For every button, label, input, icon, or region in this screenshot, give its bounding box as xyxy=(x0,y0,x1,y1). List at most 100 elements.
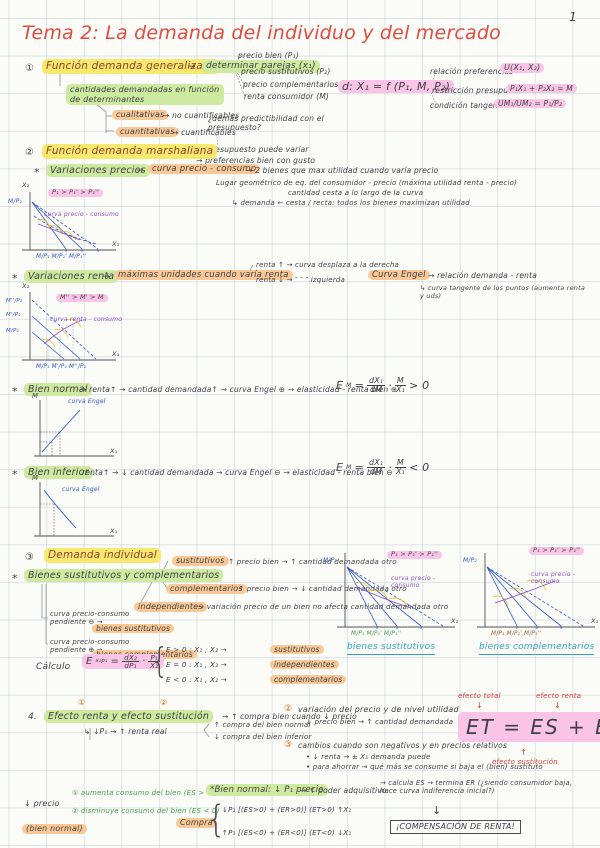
efecto-total-label: efecto total xyxy=(458,692,501,700)
f-frac: dX₁ dM xyxy=(367,376,386,394)
et-es-er-formula: ET = ES + ER xyxy=(458,712,600,742)
graph-caption: bienes sustitutivos xyxy=(347,642,436,655)
nota3-linea-1: • ↓ renta → ± X₁ demanda puede xyxy=(306,753,431,761)
section2-heading: Función demanda marshaliana xyxy=(42,144,218,159)
graph-engel-inferior: M curva Engel X₁ xyxy=(22,474,122,548)
nota3-titulo: cambios cuando son negativos y en precio… xyxy=(298,741,508,750)
compra-chip: Compra xyxy=(176,818,217,828)
f-sym: E xyxy=(336,460,344,474)
calcula-es-er-note: → calcula ES → termina ER (¿siendo consu… xyxy=(380,779,573,796)
restriccion-label: restricción presupuestaria xyxy=(432,86,536,95)
f-dot: · xyxy=(388,460,392,474)
graph-bienes-complementarios-plot xyxy=(477,553,595,629)
bullet-star: * xyxy=(12,572,18,585)
graph-bienes-sustitutivos-plot xyxy=(337,553,455,629)
x-axis-label: X₁ xyxy=(591,617,599,625)
arrow-down-icon: ↓ xyxy=(554,701,561,710)
restriccion-formula: P₁X₁ + P₂X₂ = M xyxy=(506,84,577,93)
nota3-marker: ③ xyxy=(284,740,293,750)
y-intercept-label: M/P₂ xyxy=(463,557,478,564)
cases-brace: { xyxy=(150,641,170,682)
nota2-linea: ↓ precio bien → ↑ cantidad demandada xyxy=(306,718,454,726)
f-eq: = xyxy=(354,460,364,474)
arrow-down-icon: ↓ xyxy=(432,804,442,817)
section1-heading: Función demanda generalizada xyxy=(42,59,221,74)
bien-normal-chip: Bien normal xyxy=(24,383,92,397)
x-intercepts-label: M/P₁ M/P₁' M/P₁'' xyxy=(36,254,87,260)
bien-inferior-chip: Bien inferior xyxy=(24,466,93,480)
compra-brace: { xyxy=(206,797,227,841)
efecto-sustitucion-nota-1: ① aumenta consumo del bien (ES > 0) xyxy=(72,789,215,797)
y-axis-label: X₂ xyxy=(22,282,30,290)
f-cmp: > 0 xyxy=(408,378,430,392)
curva-precio-consumo-chip: curva precio - consumo xyxy=(148,164,261,175)
variaciones-precios-note: → 2 bienes que max utilidad cuando varía… xyxy=(246,166,439,175)
curva-engel-chip: Curva Engel xyxy=(368,270,430,281)
sustitutivos-complementarios-chip: Bienes sustitutivos y complementarios xyxy=(24,569,224,583)
page-title: Tema 2: La demanda del individuo y del m… xyxy=(22,22,501,44)
cuantitativas-note: → cuantificables xyxy=(172,128,236,137)
poder-adquisitivo-note: → ↑ poder adquisitivo xyxy=(300,786,387,795)
page-number: 1 xyxy=(569,10,577,24)
y-axis-label: M xyxy=(32,392,39,400)
section3-marker: ③ xyxy=(25,552,35,563)
graph-precio-consumo-plot xyxy=(22,192,116,252)
ppc-negativa-note: curva precio-consumo pendiente ⊖ → xyxy=(50,610,130,627)
variaciones-renta-chip: Variaciones renta xyxy=(24,270,119,284)
sustitutivos-chip: sustitutivos xyxy=(172,556,229,566)
arrow-icon: → xyxy=(136,166,144,176)
f-frac: P₁ X₂ xyxy=(148,653,161,671)
variaciones-renta-note-chip: máximas unidades cuando varía renta xyxy=(114,270,293,281)
section4-marker: 4. xyxy=(28,712,37,722)
bullet-star: * xyxy=(12,468,18,481)
ppc-negativa-chip: bienes sustitutivos xyxy=(92,624,175,633)
tangencia-formula: UM₁/UM₂ = P₁/P₂ xyxy=(494,99,567,108)
section3-heading: Demanda individual xyxy=(44,548,161,563)
curve-label: curva Engel xyxy=(62,486,100,493)
curve-label: curva precio - consumo xyxy=(531,571,576,586)
f-sub: x₂p₁ xyxy=(95,658,108,665)
demanda-formula: d: X₁ = f (P₁, M, P₂) xyxy=(338,80,455,94)
arrow-icon: → xyxy=(102,272,110,282)
circled-2-marker: ② xyxy=(160,698,168,707)
complementarios-chip: complementarios xyxy=(166,584,247,594)
bien-inferior-branch: ↓ compra del bien inferior xyxy=(214,733,312,741)
caso-independientes: E = 0 : X₁ , X₂ → xyxy=(166,660,227,669)
caso-complementarios-chip: complementarios xyxy=(270,675,347,684)
graph-renta-consumo: X₂ M''/P₂ M'/P₂ M/P₂ M'' > M' > M curva … xyxy=(6,282,123,380)
calculo-label: Cálculo xyxy=(36,662,71,672)
cantidades-note: cantidades demandadas en función de dete… xyxy=(66,84,224,106)
caso-complementarios: E < 0 : X₁ , X₂ → xyxy=(166,675,227,684)
bien-normal-tag: (bien normal) xyxy=(22,824,87,834)
utilidad-formula: U(X₁, X₂) xyxy=(500,63,545,73)
section2-marker: ② xyxy=(25,147,35,158)
y-intercept-label: M''/P₂ xyxy=(6,298,23,304)
y-intercept-label: M/P₂ xyxy=(323,557,338,564)
x-intercepts-label: M/P₁ M/P₁' M/P₁'' xyxy=(491,631,542,637)
factor-item: precio bien (P₁) xyxy=(238,51,299,60)
y-intercept-label: M/P₂ xyxy=(6,328,19,334)
factor-item: precio sustitutivos (P₂) xyxy=(241,67,331,76)
curve-label: curva renta - consumo xyxy=(50,316,123,323)
f-cmp: < 0 xyxy=(408,460,430,474)
efecto-renta-label: efecto renta xyxy=(536,692,582,700)
x-intercepts-label: M/P₁ M'/P₁ M''/P₁ xyxy=(36,364,87,370)
tangencia-label: condición tangencia xyxy=(430,101,510,110)
factor-item: renta consumidor (M) xyxy=(244,92,330,101)
independientes-chip: independientes xyxy=(134,602,207,612)
presupuesto-note-2: → presupuesto puede variar xyxy=(198,145,309,154)
cualitativas-note: → no cuantificables xyxy=(163,111,240,120)
f-dot: · xyxy=(142,655,146,667)
demanda-cesta-note: ↳ demanda ← cesta / recta: todos los bie… xyxy=(232,199,470,207)
f-sym: E xyxy=(86,655,93,667)
compensacion-renta-box: ¡COMPENSACIÓN DE RENTA! xyxy=(390,820,521,834)
f-frac: M X₁ xyxy=(394,376,406,394)
prices-order-label: P₁ > P₁' > P₁'' xyxy=(529,546,585,555)
bullet-star: * xyxy=(12,385,18,398)
graph-caption: bienes complementarios xyxy=(479,642,595,655)
bullet-star: * xyxy=(34,166,40,179)
graph-engel-normal-plot xyxy=(34,400,114,457)
sustitutivos-note: ↑ precio bien → ↑ cantidad demandada otr… xyxy=(228,557,397,566)
